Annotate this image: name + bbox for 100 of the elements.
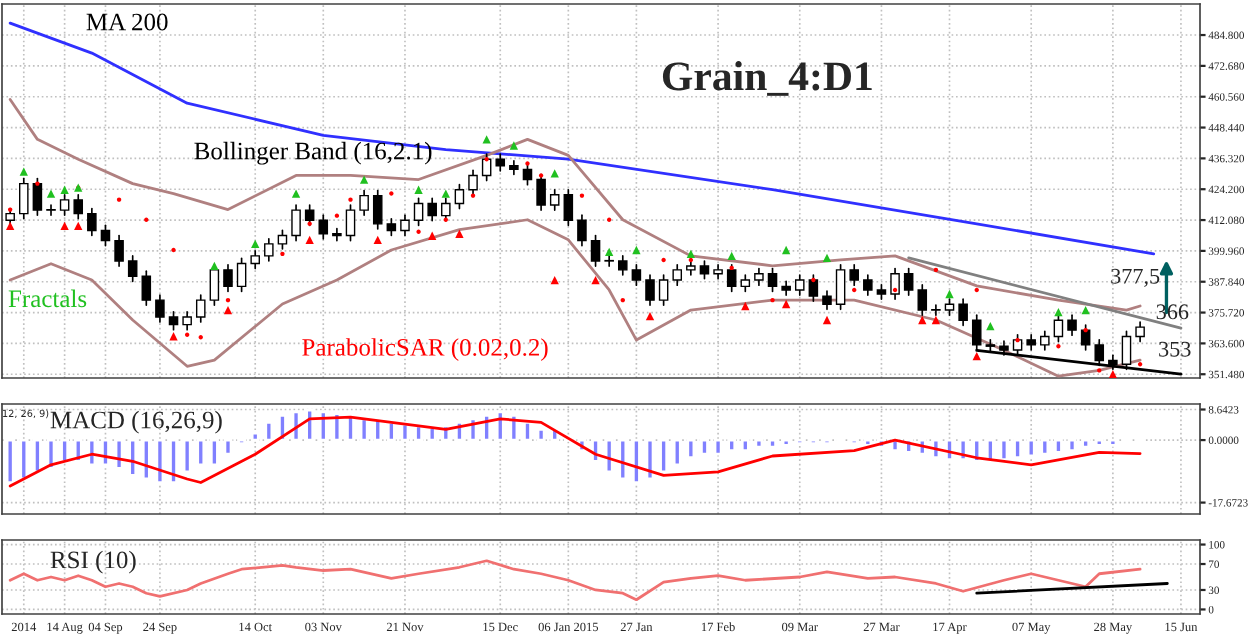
point xyxy=(645,312,655,321)
series-label: Bollinger Band (16,2.1) xyxy=(194,141,432,165)
point xyxy=(373,235,382,245)
candlestick xyxy=(549,188,560,211)
bar xyxy=(509,413,519,442)
candlestick xyxy=(236,257,247,293)
point xyxy=(822,315,832,325)
candlestick xyxy=(563,188,574,227)
candlestick xyxy=(890,267,900,300)
candlestick xyxy=(400,214,410,237)
candlestick xyxy=(32,177,43,217)
point xyxy=(1108,370,1118,378)
point xyxy=(455,229,464,238)
point xyxy=(972,351,981,361)
point xyxy=(605,247,614,256)
bar xyxy=(536,428,546,442)
point xyxy=(781,299,791,309)
bar xyxy=(250,431,260,442)
point xyxy=(225,297,231,303)
candlestick xyxy=(209,263,220,307)
bar xyxy=(1026,438,1036,458)
point xyxy=(509,141,519,150)
candlestick xyxy=(304,204,315,227)
candlestick xyxy=(658,274,669,307)
candlestick xyxy=(958,298,968,327)
candlestick xyxy=(822,290,832,311)
candlestick xyxy=(536,173,546,211)
annotation: 353 xyxy=(1159,341,1191,357)
candlestick xyxy=(1135,321,1145,343)
bar xyxy=(19,438,29,481)
candlestick xyxy=(631,263,642,286)
point xyxy=(210,261,219,270)
point xyxy=(945,289,954,299)
point xyxy=(291,189,301,198)
candlestick xyxy=(100,224,111,247)
candlestick xyxy=(141,270,152,307)
candlestick xyxy=(359,189,369,217)
bar xyxy=(359,417,369,442)
candlestick xyxy=(87,207,97,237)
candlestick xyxy=(726,263,737,293)
candlestick xyxy=(277,229,288,250)
point xyxy=(727,251,736,261)
point xyxy=(60,185,69,194)
candlestick xyxy=(917,284,928,316)
candlestick xyxy=(155,294,165,323)
candlestick xyxy=(291,204,301,242)
candlestick xyxy=(468,169,478,196)
candlestick xyxy=(345,204,356,242)
candlestick xyxy=(46,204,56,217)
candlestick xyxy=(1040,330,1050,351)
candlestick xyxy=(264,237,274,262)
point xyxy=(441,189,450,198)
bar xyxy=(740,438,750,453)
candlestick xyxy=(454,183,465,210)
candlestick xyxy=(332,227,342,242)
candlestick xyxy=(903,267,914,296)
series-label: MA 200 xyxy=(86,13,168,31)
bar xyxy=(1013,438,1023,460)
point xyxy=(632,245,641,255)
bar xyxy=(700,438,709,456)
bar xyxy=(128,438,138,477)
bar xyxy=(495,410,505,442)
bar xyxy=(196,438,206,467)
point xyxy=(428,231,437,240)
bar xyxy=(672,438,682,467)
candlestick xyxy=(808,274,819,302)
candlestick xyxy=(767,267,778,293)
bar xyxy=(209,438,219,467)
bar xyxy=(604,438,614,474)
point xyxy=(931,315,941,325)
bar xyxy=(523,421,532,442)
point xyxy=(688,257,694,263)
bar xyxy=(686,438,696,460)
candlestick xyxy=(427,197,437,222)
bar xyxy=(32,438,42,474)
candlestick xyxy=(931,304,941,316)
point xyxy=(19,167,28,176)
bar xyxy=(768,438,777,449)
candlestick xyxy=(1080,324,1091,351)
bar xyxy=(659,438,669,474)
bar xyxy=(1053,438,1063,454)
bar xyxy=(141,438,151,481)
candlestick xyxy=(794,274,805,296)
point xyxy=(892,287,898,293)
bar xyxy=(1081,438,1091,449)
bar xyxy=(1040,438,1050,456)
bar xyxy=(60,438,70,463)
text: Grain_4:D1 xyxy=(662,61,872,96)
point xyxy=(822,253,832,263)
candlestick xyxy=(73,193,84,220)
point xyxy=(1054,307,1063,317)
point xyxy=(74,221,83,231)
point xyxy=(414,185,423,194)
point xyxy=(251,239,260,249)
bar xyxy=(631,438,641,484)
point xyxy=(6,221,15,231)
line-series xyxy=(8,415,1142,488)
point xyxy=(986,321,995,331)
point xyxy=(550,275,559,285)
point xyxy=(223,305,233,315)
